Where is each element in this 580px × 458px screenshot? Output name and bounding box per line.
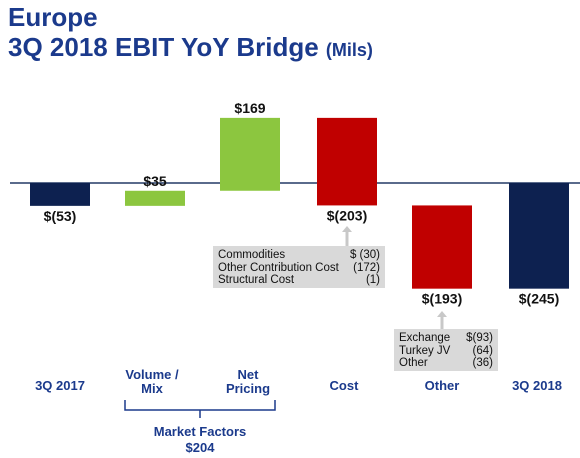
bar-other: [412, 205, 472, 289]
note-value: (36): [472, 357, 493, 369]
chart-title: 3Q 2018 EBIT YoY Bridge (Mils): [8, 32, 373, 63]
market-factors-value: $204: [186, 440, 216, 455]
note-row: Commodities $ (30): [218, 249, 380, 262]
category-label-volume-mix: Volume / Mix: [125, 367, 179, 396]
value-label-cost: $(203): [327, 207, 367, 223]
note-value: (64): [472, 344, 493, 357]
title-line2: 3Q 2018 EBIT YoY Bridge: [8, 32, 319, 62]
bar-net-pricing: [220, 117, 280, 191]
category-label-other: Other: [425, 378, 460, 393]
value-label-net-pricing: $169: [234, 100, 265, 116]
note-row: Other Contribution Cost (172): [218, 262, 380, 275]
market-factors-brace: [124, 400, 276, 418]
market-factors-label: Market Factors: [154, 424, 246, 439]
note-value: (1): [365, 274, 380, 286]
category-label-3q-2018: 3Q 2018: [512, 378, 562, 393]
bar-cost: [317, 117, 377, 206]
note-label: Commodities: [218, 249, 286, 261]
value-label-other: $(193): [422, 291, 462, 307]
cost-note-arrow-head: [342, 226, 352, 232]
title-line1: Europe: [8, 2, 98, 32]
cost-breakdown-note: Commodities $ (30) Other Contribution Cost…: [213, 246, 385, 288]
other-breakdown-note: Exchange $(93) Turkey JV (64) Other (36): [394, 329, 498, 371]
value-label-3q-2018: $(245): [519, 291, 559, 307]
category-label-cost: Cost: [330, 378, 360, 393]
note-value: (172): [353, 261, 380, 274]
note-value: $ (30): [349, 249, 380, 261]
value-label-3q-2017: $(53): [44, 208, 77, 224]
other-note-arrow-head: [437, 311, 447, 317]
bar-volume-mix: [125, 190, 185, 206]
category-label-3q-2017: 3Q 2017: [35, 378, 85, 393]
title-unit: (Mils): [325, 40, 373, 60]
page-title: Europe: [8, 2, 98, 33]
note-label: Exchange: [399, 332, 451, 344]
note-label: Turkey JV: [399, 344, 451, 357]
note-label: Other Contribution Cost: [218, 261, 339, 274]
note-value: $(93): [466, 332, 493, 344]
note-row: Structural Cost (1): [218, 274, 380, 287]
note-label: Other: [399, 357, 428, 369]
note-label: Structural Cost: [218, 274, 295, 286]
value-label-volume-mix: $35: [143, 173, 167, 189]
category-label-net-pricing: Net Pricing: [226, 367, 270, 396]
note-row: Exchange $(93): [399, 332, 493, 345]
note-row: Turkey JV (64): [399, 345, 493, 358]
bar-3q-2017: [30, 183, 90, 206]
bar-3q-2018: [509, 183, 569, 289]
note-row: Other (36): [399, 357, 493, 370]
